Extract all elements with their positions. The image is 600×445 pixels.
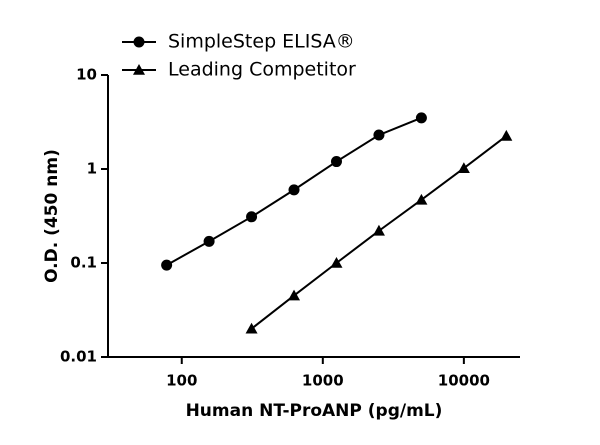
marker xyxy=(373,129,385,141)
marker xyxy=(245,322,258,334)
marker xyxy=(203,235,215,247)
marker xyxy=(161,259,173,271)
legend-label: SimpleStep ELISA® xyxy=(168,31,355,53)
legend-marker xyxy=(133,36,145,48)
marker xyxy=(415,193,428,205)
x-tick-label: 100 xyxy=(166,372,197,390)
y-tick-label: 0.01 xyxy=(60,348,97,366)
x-tick-label: 1000 xyxy=(302,372,344,390)
y-tick-label: 0.1 xyxy=(70,254,97,272)
legend-marker xyxy=(133,64,145,75)
marker xyxy=(500,129,513,141)
marker xyxy=(246,211,258,223)
y-axis-title: O.D. (450 nm) xyxy=(42,149,62,283)
marker xyxy=(288,289,301,301)
y-tick-label: 10 xyxy=(76,66,97,84)
marker xyxy=(288,184,300,196)
marker xyxy=(330,156,342,168)
marker xyxy=(415,112,427,124)
marker xyxy=(372,224,385,236)
y-tick-label: 1 xyxy=(87,160,97,178)
marker xyxy=(330,257,343,268)
x-tick-label: 10000 xyxy=(438,372,490,390)
x-axis-title: Human NT-ProANP (pg/mL) xyxy=(186,401,443,421)
legend-label: Leading Competitor xyxy=(168,59,356,81)
marker xyxy=(457,162,470,173)
